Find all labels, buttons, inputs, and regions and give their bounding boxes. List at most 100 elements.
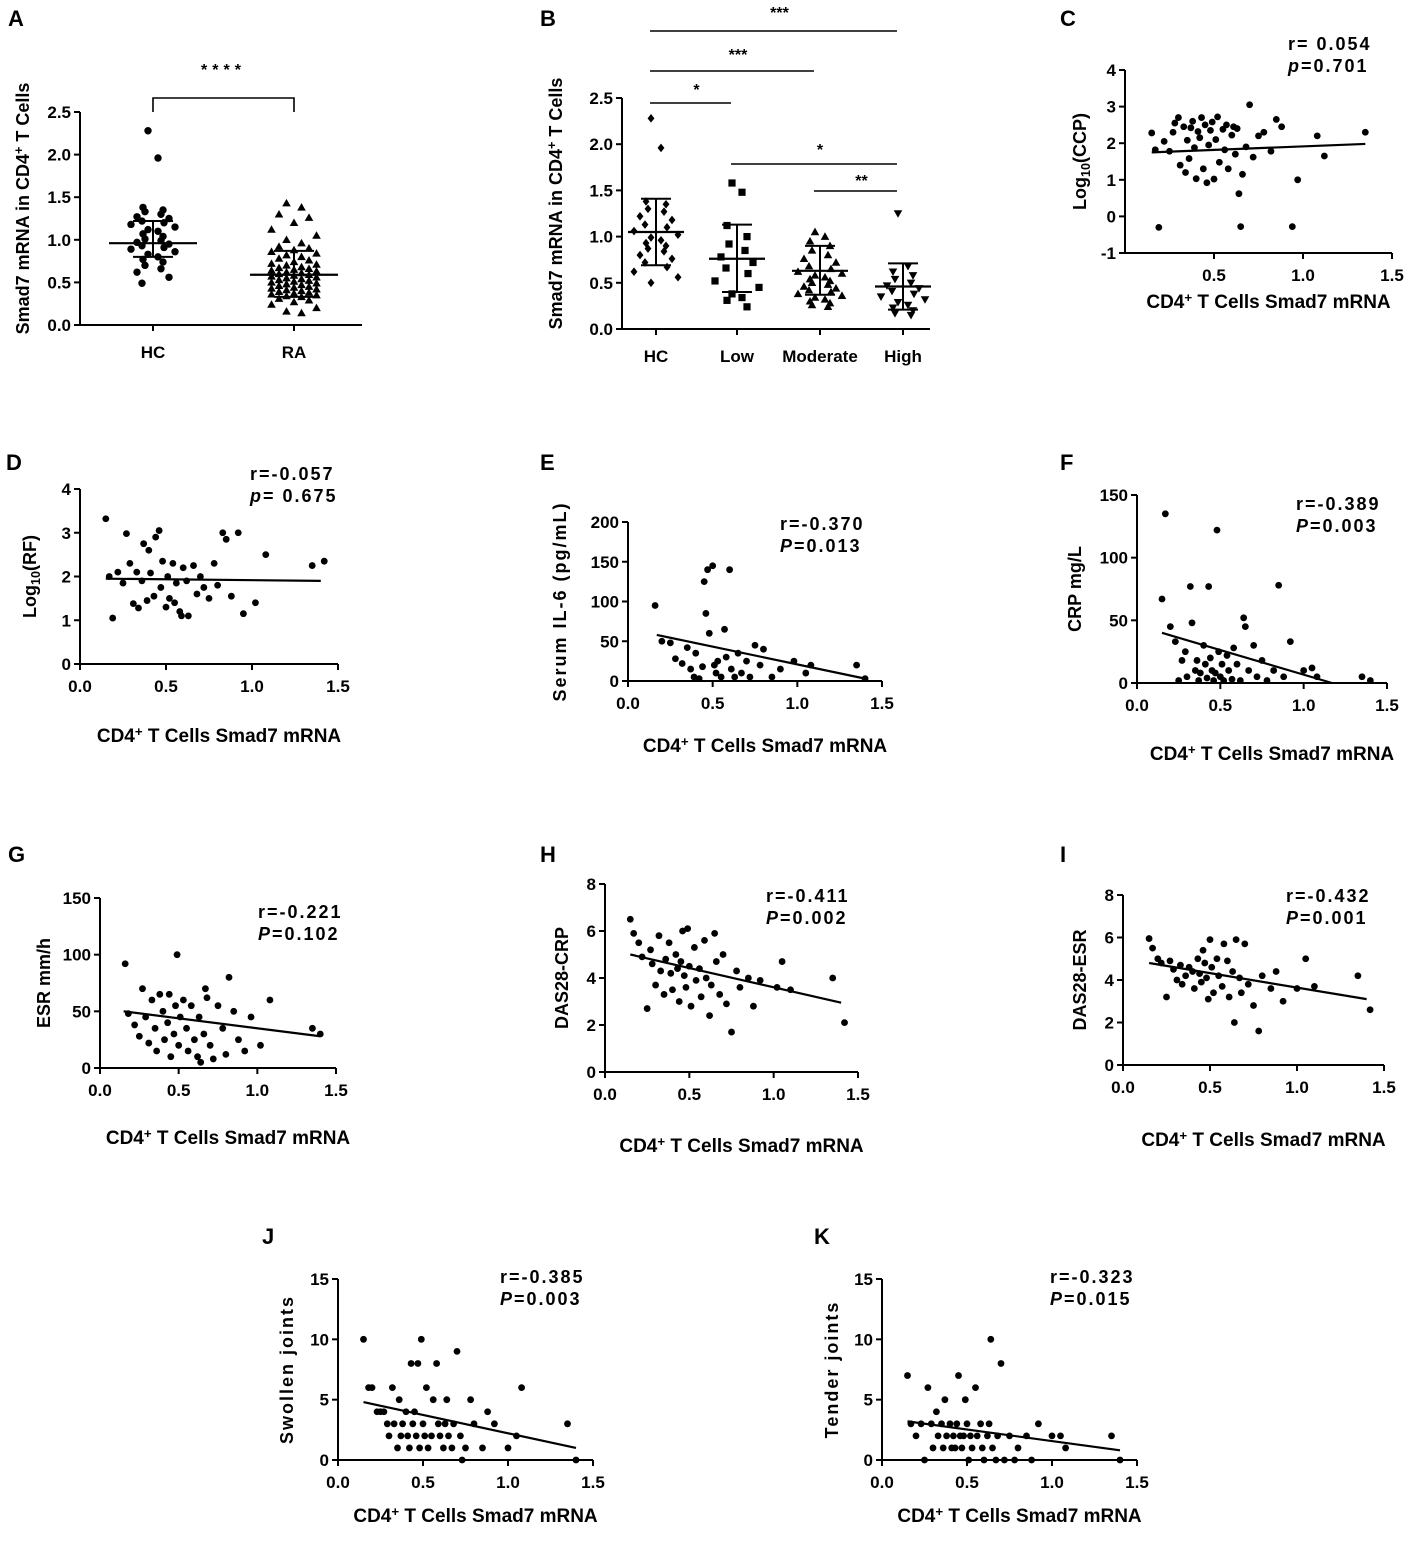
y-tick-label: 5 [320,1391,329,1410]
data-point [674,272,682,282]
data-point [1270,667,1278,674]
x-tick-label: 1.5 [1375,696,1399,715]
data-point [161,1036,168,1044]
data-point [1320,152,1328,160]
significance-label: *** [770,5,789,22]
data-point [282,235,291,244]
y-axis-label: Serum IL-6 (pg/mL) [550,501,570,701]
y-tick-label: 0 [320,1451,329,1470]
x-tick-label: 1.0 [1285,1078,1309,1097]
series-moderate [792,227,848,311]
data-point [968,1444,976,1452]
r-value: r=-0.389 [1296,494,1381,514]
data-point [297,262,306,271]
data-point [1175,677,1183,684]
data-point [282,261,291,269]
data-point [721,625,728,633]
data-point [274,242,284,250]
data-point [114,568,122,576]
y-axis-label: Log10(RF) [20,535,43,618]
data-point [768,673,776,681]
data-point [669,986,676,994]
data-point [267,300,276,308]
x-axis-label: CD4+ T Cells Smad7 mRNA [97,724,342,747]
data-point [1001,1456,1008,1464]
x-tick-label: 0.0 [870,1473,894,1492]
panel-letter: E [540,450,555,475]
data-point [823,250,833,259]
data-point [252,599,259,607]
data-point [1193,657,1201,664]
data-point [564,1420,571,1428]
y-tick-label: 4 [62,480,72,499]
data-point [675,998,683,1005]
data-point [920,296,930,304]
data-point [1178,657,1186,664]
data-point [121,960,129,968]
data-point [1230,644,1238,652]
r-value: r=-0.221 [258,902,343,922]
data-point [395,1396,403,1404]
data-point [1171,638,1179,646]
data-point [712,669,720,677]
data-point [155,527,163,534]
data-point [1224,957,1231,965]
data-point [304,276,314,284]
significance-bracket: *** [650,47,814,72]
data-point [171,223,179,231]
data-point [266,996,274,1004]
data-point [687,1002,695,1010]
data-point [159,557,166,565]
category-label: HC [644,347,669,366]
y-axis-label: Smad7 mRNA in CD4+ T Cells [545,78,566,330]
data-point [961,1396,969,1404]
data-point [820,272,830,281]
data-point [222,535,230,543]
data-point [304,244,314,252]
data-point [141,207,149,216]
panel-letter: I [1060,842,1066,867]
scatter-points [102,515,328,622]
data-point [1201,959,1209,967]
data-point [660,247,668,256]
y-tick-label: 2 [587,1016,596,1035]
y-tick-label: 6 [1105,929,1114,948]
data-point [644,204,652,214]
data-point [743,657,750,665]
data-point [156,990,164,998]
data-point [320,557,328,565]
data-point [1166,623,1174,630]
x-tick-label: 0.5 [701,694,725,713]
y-axis-label: DAS28-ESR [1070,929,1090,1030]
data-point [1155,223,1163,231]
data-point [312,267,321,275]
y-tick-label: 1 [62,611,71,630]
data-point [906,311,916,320]
data-point [1212,136,1220,143]
y-tick-label: 0.5 [589,274,613,293]
data-point [1220,940,1228,948]
data-point [1116,1456,1124,1464]
data-point [282,250,291,259]
data-point [946,1420,954,1428]
data-point [572,1456,580,1464]
x-tick-label: 1.5 [870,694,894,713]
data-point [711,277,719,285]
data-point [1225,993,1233,1001]
data-point [491,1420,498,1428]
data-point [309,1024,316,1032]
data-point [992,1456,1000,1464]
x-tick-label: 1.5 [846,1085,870,1104]
data-point [150,592,158,600]
data-point [428,1432,435,1440]
data-point [152,533,160,541]
data-point [1182,169,1189,176]
data-point [672,655,679,663]
y-tick-label: 2 [1105,1014,1114,1033]
data-point [726,566,733,574]
data-point [890,310,900,318]
data-point [709,562,717,570]
data-point [1035,1420,1042,1428]
series-ra [250,198,338,317]
p-value: P=0.015 [1050,1289,1132,1309]
